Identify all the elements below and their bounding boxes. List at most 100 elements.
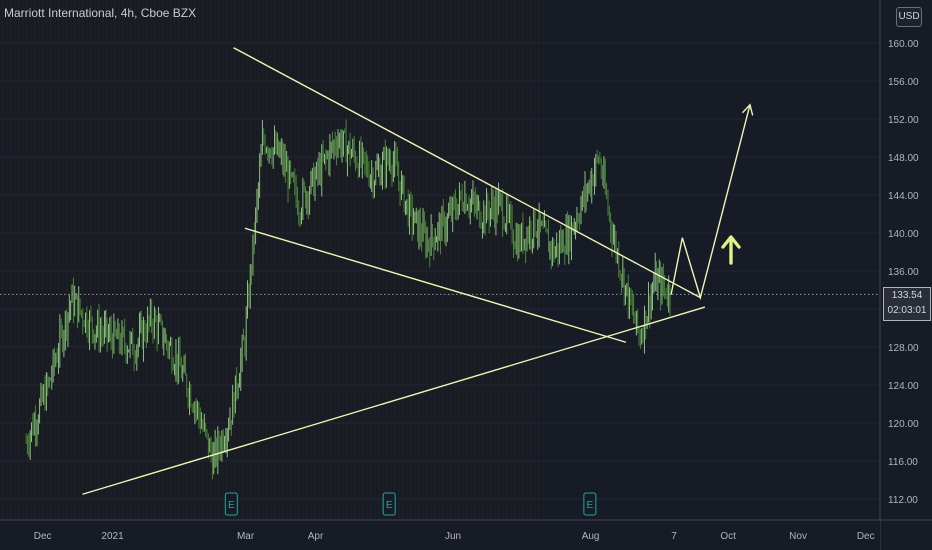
background-stripe bbox=[282, 0, 284, 520]
background-stripe bbox=[310, 0, 312, 520]
time-tick-label: Apr bbox=[308, 531, 324, 542]
trendline-drawings[interactable] bbox=[82, 47, 754, 495]
background-stripe bbox=[306, 0, 308, 520]
background-stripe bbox=[298, 0, 300, 520]
background-stripe bbox=[334, 0, 336, 520]
background-stripe bbox=[450, 0, 452, 520]
background-stripe bbox=[62, 0, 64, 520]
background-stripe bbox=[286, 0, 288, 520]
background-stripe bbox=[142, 0, 144, 520]
price-axis[interactable]: 112.00116.00120.00124.00128.00132.00136.… bbox=[879, 0, 932, 550]
background-stripe bbox=[486, 0, 488, 520]
background-stripe bbox=[254, 0, 256, 520]
time-tick-label: 2021 bbox=[101, 531, 124, 542]
background-stripe bbox=[398, 0, 400, 520]
trendline[interactable] bbox=[82, 306, 706, 495]
background-stripe bbox=[2, 0, 4, 520]
background-stripe bbox=[290, 0, 292, 520]
background-stripe bbox=[86, 0, 88, 520]
background-stripe bbox=[226, 0, 228, 520]
background-stripe bbox=[42, 0, 44, 520]
background-stripe bbox=[502, 0, 504, 520]
earnings-badge bbox=[382, 492, 396, 516]
time-tick-label: 7 bbox=[671, 531, 677, 542]
background-stripe bbox=[118, 0, 120, 520]
background-stripe bbox=[430, 0, 432, 520]
background-stripe bbox=[182, 0, 184, 520]
background-stripe bbox=[366, 0, 368, 520]
background-stripe bbox=[278, 0, 280, 520]
projection-path[interactable] bbox=[670, 104, 751, 301]
background-stripe bbox=[110, 0, 112, 520]
background-stripe bbox=[154, 0, 156, 520]
background-stripe bbox=[106, 0, 108, 520]
background-stripe bbox=[510, 0, 512, 520]
background-stripe bbox=[538, 0, 540, 520]
trendline[interactable] bbox=[244, 227, 627, 343]
background-stripe bbox=[498, 0, 500, 520]
current-price-tag: 133.54 02:03:01 bbox=[883, 287, 931, 321]
earnings-marker[interactable]: E bbox=[224, 492, 238, 516]
background-stripe bbox=[446, 0, 448, 520]
background-stripe bbox=[442, 0, 444, 520]
price-tick-label: 152.00 bbox=[888, 115, 919, 126]
background-stripe bbox=[274, 0, 276, 520]
background-stripe bbox=[150, 0, 152, 520]
background-stripe bbox=[490, 0, 492, 520]
background-stripe bbox=[534, 0, 536, 520]
background-stripe bbox=[90, 0, 92, 520]
price-axis-panel bbox=[880, 0, 932, 550]
background-stripe bbox=[66, 0, 68, 520]
background-stripe bbox=[394, 0, 396, 520]
background-stripe bbox=[234, 0, 236, 520]
time-axis[interactable]: Dec 2021 Mar Apr Jun Aug 7 Oct Nov Dec bbox=[0, 519, 932, 550]
background-stripe bbox=[222, 0, 224, 520]
background-stripe bbox=[302, 0, 304, 520]
background-stripe bbox=[102, 0, 104, 520]
current-price-value: 133.54 bbox=[891, 290, 923, 301]
background-stripe bbox=[342, 0, 344, 520]
bar-countdown: 02:03:01 bbox=[887, 305, 927, 316]
background-stripe bbox=[130, 0, 132, 520]
background-stripe bbox=[14, 0, 16, 520]
background-stripe bbox=[386, 0, 388, 520]
background-stripe bbox=[422, 0, 424, 520]
arrow-up-icon[interactable] bbox=[721, 235, 741, 265]
earnings-marker[interactable]: E bbox=[583, 492, 597, 516]
background-stripe bbox=[434, 0, 436, 520]
background-stripe bbox=[126, 0, 128, 520]
background-stripe bbox=[426, 0, 428, 520]
background-stripe bbox=[390, 0, 392, 520]
background-stripe bbox=[410, 0, 412, 520]
background-stripe bbox=[358, 0, 360, 520]
time-tick-label: Oct bbox=[720, 531, 736, 542]
earnings-marker[interactable]: E bbox=[382, 492, 396, 516]
earnings-badge bbox=[224, 492, 238, 516]
background-stripe bbox=[98, 0, 100, 520]
background-stripe bbox=[242, 0, 244, 520]
background-stripe bbox=[318, 0, 320, 520]
background-stripe bbox=[54, 0, 56, 520]
background-stripe bbox=[194, 0, 196, 520]
background-stripe bbox=[38, 0, 40, 520]
background-stripe bbox=[314, 0, 316, 520]
earnings-label: E bbox=[228, 500, 235, 511]
time-tick-label: Dec bbox=[34, 531, 52, 542]
background-stripe bbox=[190, 0, 192, 520]
background-stripe bbox=[238, 0, 240, 520]
background-stripe bbox=[186, 0, 188, 520]
background-stripe bbox=[250, 0, 252, 520]
background-stripe bbox=[326, 0, 328, 520]
earnings-badge bbox=[583, 492, 597, 516]
price-tick-label: 156.00 bbox=[888, 77, 919, 88]
background-stripe bbox=[198, 0, 200, 520]
trendline[interactable] bbox=[233, 47, 701, 299]
currency-badge[interactable]: USD bbox=[896, 7, 922, 27]
projection-arrowhead[interactable] bbox=[741, 103, 754, 116]
background-stripe bbox=[158, 0, 160, 520]
price-band-stripes bbox=[2, 0, 540, 520]
background-stripe bbox=[10, 0, 12, 520]
time-axis-panel bbox=[0, 520, 880, 550]
